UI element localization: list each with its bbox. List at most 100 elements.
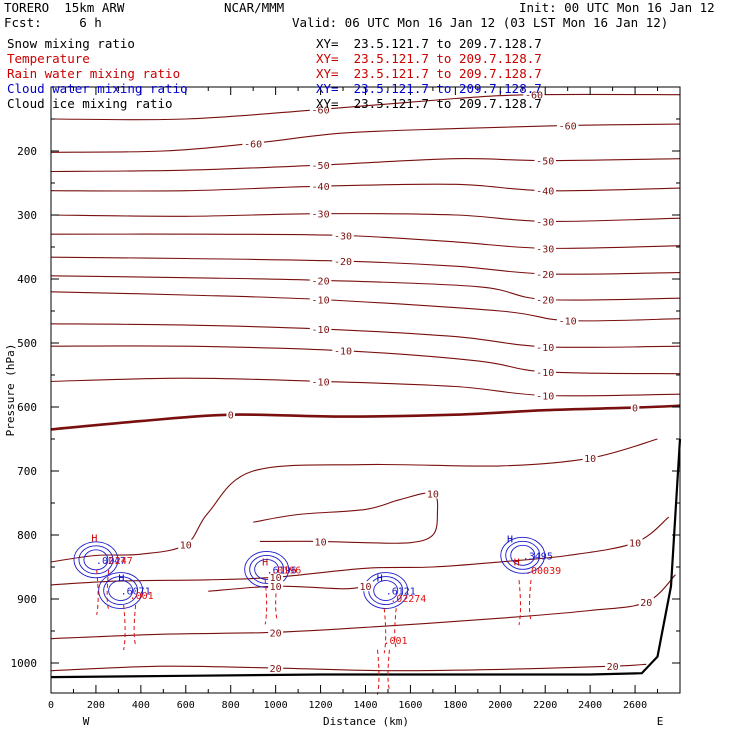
cloud-water-contour	[510, 544, 536, 566]
terrain-layer	[50, 438, 682, 679]
cloud-water-contour	[505, 540, 541, 570]
rain-water-value: .02274	[390, 594, 426, 605]
cloud-water-contour	[83, 549, 109, 571]
temperature-contour	[51, 158, 680, 173]
x-tick-label: 1400	[353, 700, 377, 711]
contour-label: -50	[312, 161, 330, 172]
contour-label-background	[309, 181, 332, 192]
contour-label: 20	[270, 664, 282, 675]
rain-water-contour	[123, 604, 137, 651]
valid-time: Valid: 06 UTC Mon 16 Jan 12 (03 LST Mon …	[292, 15, 669, 30]
y-tick-label: 900	[17, 593, 37, 606]
model-title: TORERO 15km ARW	[4, 0, 125, 15]
contour-label-background	[268, 627, 284, 638]
label-layer: -60-60-60-60-50 -50-40 -40-30-30-30-30-20-…	[91, 89, 654, 675]
temperature-contour	[51, 323, 680, 348]
contour-label-background	[630, 402, 640, 413]
legend-xy: XY= 23.5.121.7 to 209.7.128.7	[316, 81, 542, 96]
forecast-hour: Fcst: 6 h	[4, 15, 102, 30]
cloud-water-value: .0247	[96, 556, 126, 567]
legend-xy: XY= 23.5.121.7 to 209.7.128.7	[316, 96, 542, 111]
y-tick-label: 1000	[11, 657, 38, 670]
temperature-contour	[51, 275, 680, 301]
high-marker: H	[262, 558, 268, 569]
temperature-contour	[51, 256, 680, 275]
cloud-water-contour	[73, 541, 119, 579]
rain-water-contour	[518, 579, 532, 626]
contour-label: -20	[536, 270, 554, 281]
contour-label: -30	[312, 210, 330, 221]
contour-label-background	[178, 539, 194, 550]
contour-label: -40	[312, 182, 330, 193]
high-marker: H	[514, 558, 520, 569]
temperature-contour	[51, 377, 680, 397]
contour-label-background	[425, 488, 441, 499]
x-tick-label: 1000	[264, 700, 288, 711]
x-axis-title: Distance (km)	[323, 715, 409, 728]
contour-label: -10	[559, 317, 577, 328]
contour-label: -10	[312, 295, 330, 306]
contour-label-background	[332, 230, 354, 241]
contour-label-background	[534, 294, 556, 305]
contour-label: -10	[536, 391, 554, 402]
cloud-water-contour	[103, 576, 139, 605]
contour-label: 20	[640, 598, 652, 609]
contour-label: 10	[180, 541, 192, 552]
temperature-contour	[51, 663, 647, 672]
rain-water-value: .0247	[103, 556, 133, 567]
temperature-contour	[51, 345, 680, 375]
temperature-contour	[51, 123, 680, 153]
terrain-line	[50, 438, 682, 679]
contour-label-background	[332, 345, 354, 356]
contour-label: 10	[359, 582, 371, 593]
legend-xy: XY= 23.5.121.7 to 209.7.128.7	[316, 51, 542, 66]
contour-label-background	[605, 661, 621, 672]
cloud-water-contour	[373, 580, 399, 601]
contour-label-background	[309, 376, 332, 387]
rain-water-value: .001	[130, 591, 154, 602]
high-marker: H	[118, 574, 124, 585]
legend-label: Rain water mixing ratio	[7, 66, 181, 81]
contour-label-background	[523, 89, 545, 100]
x-end-label-east: E	[657, 715, 664, 728]
temperature-contour	[208, 585, 366, 592]
x-tick-label: 2200	[533, 700, 557, 711]
cloud-water-contour	[500, 536, 546, 574]
contour-label-background	[534, 268, 556, 279]
contour-label: 20	[607, 662, 619, 673]
contour-label: -10	[334, 347, 352, 358]
x-tick-label: 2600	[623, 700, 647, 711]
cloud-water-value: .6121	[386, 587, 416, 598]
contour-label-background	[582, 453, 598, 464]
contour-label-background	[534, 185, 556, 196]
contour-label: -20	[334, 257, 352, 268]
x-tick-label: 400	[132, 700, 150, 711]
x-tick-label: 2000	[488, 700, 512, 711]
temperature-contour	[51, 516, 670, 586]
rain-water-contour	[96, 569, 110, 615]
contour-label-background	[226, 409, 235, 420]
temperature-contour	[51, 93, 680, 121]
legend-xy: XY= 23.5.121.7 to 209.7.128.7	[316, 36, 542, 51]
contour-label-background	[627, 537, 643, 548]
cloud-water-value: .6196	[267, 565, 297, 576]
temperature-contour	[51, 574, 676, 640]
temperature-contour	[51, 438, 658, 563]
y-tick-label: 600	[17, 401, 37, 414]
contour-label: -60	[525, 91, 543, 102]
x-tick-label: 200	[87, 700, 105, 711]
contour-label-background	[268, 572, 284, 583]
contour-label: 0	[228, 411, 234, 422]
contour-label-background	[358, 581, 373, 592]
contour-label-background	[309, 323, 332, 334]
y-tick-label: 300	[17, 209, 37, 222]
center-name: NCAR/MMM	[224, 0, 285, 15]
contour-label: -10	[312, 325, 330, 336]
contour-label-background	[309, 275, 332, 286]
y-tick-label: 200	[17, 145, 37, 158]
contour-label: 10	[315, 537, 327, 548]
high-marker: H	[377, 574, 383, 585]
contour-label: -30	[334, 231, 352, 242]
y-tick-label: 800	[17, 529, 37, 542]
